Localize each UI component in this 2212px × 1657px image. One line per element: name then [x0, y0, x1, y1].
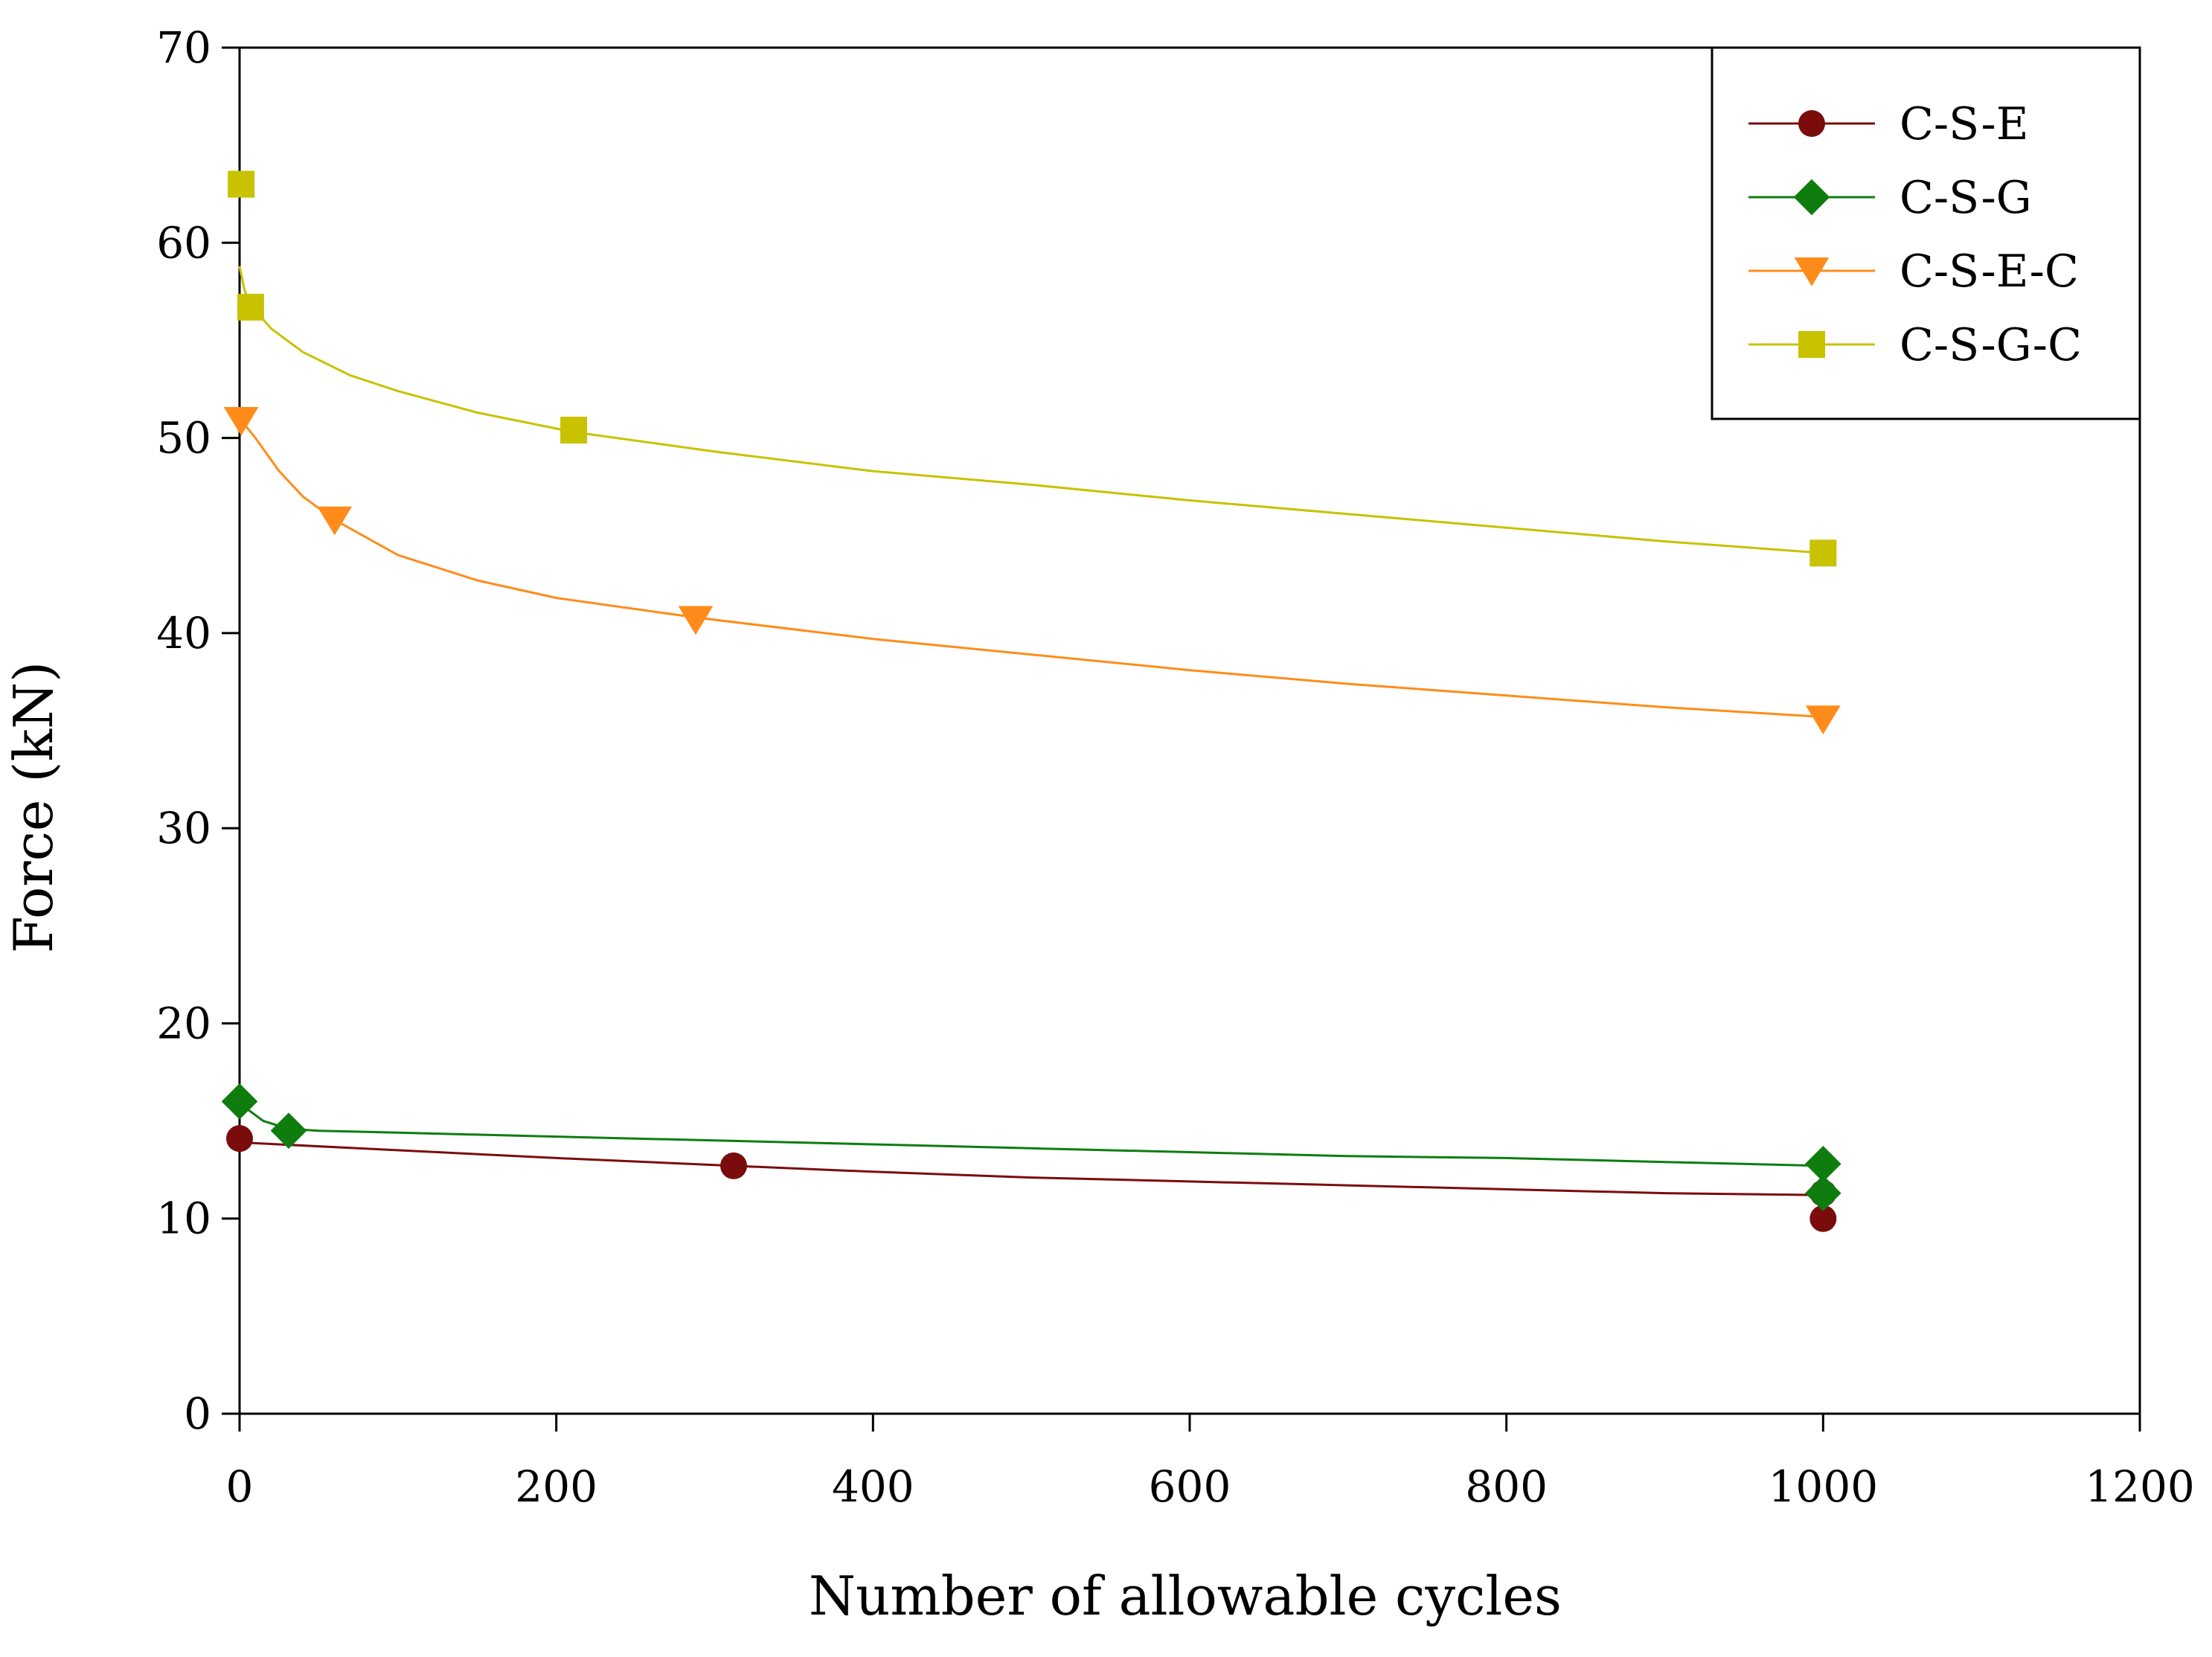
data-point-C-S-G — [1805, 1145, 1841, 1182]
x-tick-label: 600 — [1149, 1461, 1231, 1512]
data-point-C-S-G-C — [237, 293, 264, 321]
y-tick-label: 50 — [156, 413, 211, 464]
data-point-C-S-E-C — [223, 406, 259, 436]
data-point-C-S-E — [1809, 1205, 1837, 1232]
legend-box — [1711, 46, 2141, 420]
data-point-C-S-G-C — [228, 170, 255, 198]
x-tick-label: 1000 — [1769, 1461, 1879, 1512]
legend-label: C-S-E — [1900, 98, 2029, 150]
x-tick-label: 400 — [832, 1461, 914, 1512]
y-axis: 0 10 20 30 40 50 60 70 — [156, 22, 240, 1439]
x-tick-label: 1200 — [2085, 1461, 2195, 1512]
data-point-C-S-E — [226, 1125, 253, 1153]
legend: C-S-E C-S-G C-S-E-C C-S-G-C — [1711, 46, 2141, 420]
data-point-C-S-E-C — [317, 506, 353, 536]
legend-marker — [1798, 331, 1825, 358]
data-point-C-S-G — [1805, 1175, 1841, 1211]
data-point-C-S-G — [270, 1112, 307, 1149]
x-tick-label: 200 — [515, 1461, 597, 1512]
data-point-C-S-G — [221, 1083, 258, 1120]
legend-marker — [1793, 179, 1830, 216]
y-axis-title: Force (kN) — [2, 661, 65, 953]
x-tick-label: 800 — [1465, 1461, 1548, 1512]
legend-label: C-S-G-C — [1900, 319, 2082, 371]
series-C-S-G-C — [228, 170, 1837, 567]
legend-label: C-S-G — [1900, 172, 2032, 224]
legend-label: C-S-E-C — [1900, 246, 2079, 298]
legend-item: C-S-E — [1748, 98, 2029, 150]
series-line-C-S-E-C — [238, 417, 1824, 719]
data-point-C-S-E-C — [678, 606, 714, 635]
x-tick-label: 0 — [226, 1461, 254, 1512]
data-point-C-S-G-C — [1809, 539, 1837, 567]
y-tick-label: 0 — [184, 1388, 211, 1439]
y-tick-label: 70 — [156, 22, 211, 73]
data-point-C-S-E — [720, 1152, 748, 1179]
x-axis-title: Number of allowable cycles — [809, 1565, 1562, 1627]
series-line-C-S-E — [239, 1141, 1824, 1196]
legend-item: C-S-G — [1748, 172, 2032, 224]
y-tick-label: 10 — [156, 1193, 211, 1244]
legend-marker — [1798, 110, 1825, 137]
y-tick-label: 40 — [156, 608, 211, 658]
data-point-C-S-E-C — [1805, 705, 1841, 734]
legend-marker — [1794, 257, 1830, 286]
series-layer — [221, 170, 1841, 1232]
series-C-S-E-C — [223, 406, 1841, 734]
data-point-C-S-G-C — [560, 417, 588, 444]
legend-item: C-S-E-C — [1748, 246, 2079, 298]
y-tick-label: 30 — [156, 803, 211, 853]
y-tick-label: 60 — [156, 217, 211, 268]
series-C-S-G — [221, 1083, 1841, 1211]
x-axis: 0 200 400 600 800 1000 1200 — [226, 1414, 2195, 1512]
y-tick-label: 20 — [156, 998, 211, 1048]
legend-item: C-S-G-C — [1748, 319, 2082, 371]
